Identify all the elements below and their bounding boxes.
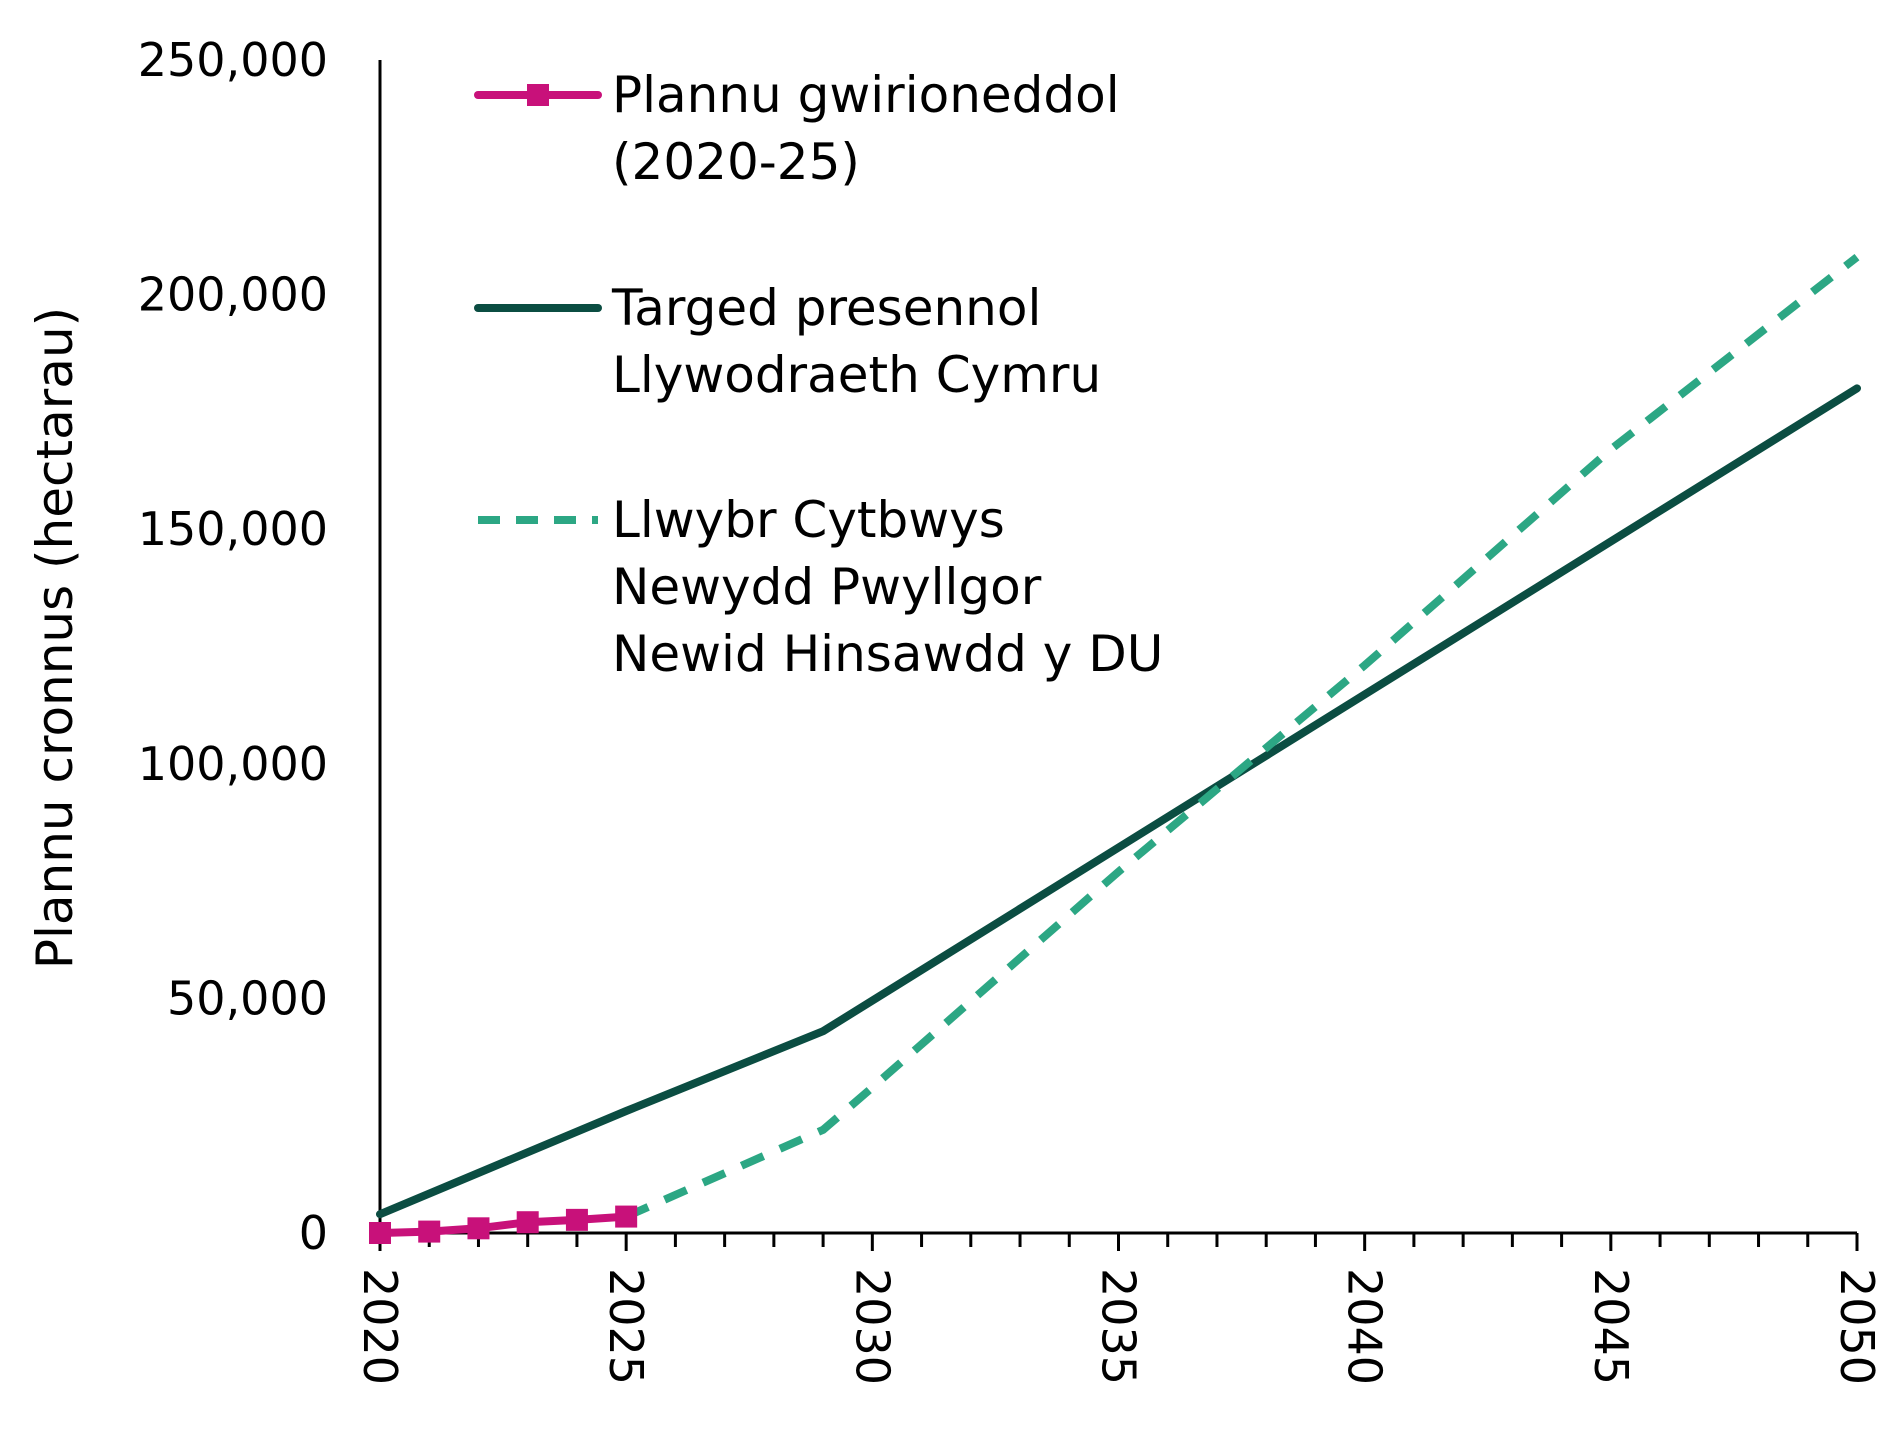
legend-label: Targed presennol	[611, 279, 1041, 337]
data-point-marker	[467, 1217, 490, 1240]
legend-label: Plannu gwirioneddol	[612, 66, 1120, 124]
series-layer	[369, 253, 1861, 1244]
legend-label: (2020-25)	[612, 133, 860, 191]
x-tick-label: 2030	[845, 1268, 899, 1385]
legend: Plannu gwirioneddol (2020-25) Targed prese…	[474, 66, 1163, 683]
series-line-2	[624, 253, 1860, 1221]
legend-label: Newid Hinsawdd y DU	[612, 625, 1163, 683]
data-point-marker	[516, 1211, 539, 1234]
series-line-0	[376, 1212, 631, 1237]
y-tick-label: 200,000	[138, 268, 328, 322]
legend-label: Newydd Pwyllgor	[612, 558, 1042, 616]
x-tick-label: 2025	[599, 1268, 653, 1385]
x-tick-label: 2020	[353, 1268, 407, 1385]
y-tick-label: 0	[299, 1206, 328, 1260]
data-point-marker	[615, 1205, 638, 1228]
x-tick-label: 2045	[1584, 1268, 1638, 1385]
data-point-marker	[418, 1220, 441, 1243]
y-tick-label: 250,000	[138, 33, 328, 87]
x-tick-label: 2040	[1338, 1268, 1392, 1385]
y-tick-label: 150,000	[138, 502, 328, 556]
axes: 0 50,000 100,000 150,000 200,000 250,000 2020 2…	[138, 33, 1884, 1385]
data-point-marker	[369, 1222, 391, 1244]
y-tick-label: 50,000	[167, 971, 328, 1025]
x-tick-label: 2050	[1830, 1268, 1884, 1385]
y-axis-title: Plannu cronnus (hectarau)	[26, 307, 84, 969]
data-point-marker	[565, 1208, 588, 1231]
legend-label: Llwybr Cytbwys	[612, 491, 1005, 549]
y-tick-label: 100,000	[138, 737, 328, 791]
legend-label: Llywodraeth Cymru	[612, 346, 1101, 404]
legend-marker-0	[527, 84, 549, 106]
series-line-1	[376, 384, 1861, 1219]
x-tick-label: 2035	[1092, 1268, 1146, 1385]
